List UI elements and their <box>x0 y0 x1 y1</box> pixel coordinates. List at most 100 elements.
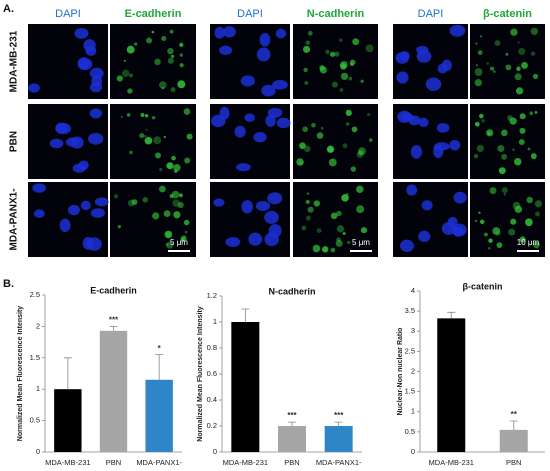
panel-label: B. <box>3 278 14 290</box>
marker-signal <box>172 199 180 207</box>
marker-signal <box>311 122 316 128</box>
marker-signal <box>356 205 365 214</box>
marker-signal <box>303 67 308 73</box>
marker-signal <box>163 135 167 139</box>
marker-signal <box>473 153 479 159</box>
error-bar <box>155 354 164 380</box>
marker-signal <box>534 211 540 217</box>
marker-signal <box>488 238 493 243</box>
marker-signal <box>320 127 324 130</box>
significance: *** <box>287 411 297 420</box>
marker-signal <box>302 126 309 133</box>
nucleus <box>452 223 467 237</box>
nucleus <box>70 136 84 149</box>
marker-signal <box>174 169 178 173</box>
x-tick-label: MDA-PANX1- <box>316 458 362 467</box>
nucleus <box>59 218 71 233</box>
error-bar <box>334 421 343 426</box>
marker-signal <box>330 247 336 253</box>
marker-signal <box>514 73 522 81</box>
y-tick-label: 0.5 <box>405 427 415 436</box>
marker-signal <box>489 187 497 195</box>
marker-signal <box>183 108 191 115</box>
marker-signal <box>479 113 484 119</box>
marker-signal <box>120 115 124 119</box>
nucleus <box>49 138 64 149</box>
marker-signal <box>129 150 133 155</box>
bar <box>278 426 306 452</box>
nucleus <box>89 67 104 80</box>
nucleus <box>449 24 466 37</box>
marker-signal <box>127 88 133 94</box>
nucleus <box>89 108 102 119</box>
error-bar <box>241 308 250 322</box>
y-tick-label: 3 <box>411 326 415 335</box>
marker-signal <box>492 227 501 235</box>
marker-signal <box>352 38 360 46</box>
marker-signal <box>356 185 364 194</box>
x-tick-label: MDA-PANX1- <box>136 458 182 467</box>
marker-signal <box>336 225 345 233</box>
marker-signal <box>339 38 343 42</box>
marker-signal <box>329 51 336 57</box>
marker-signal <box>501 129 508 137</box>
marker-signal <box>475 42 478 45</box>
marker-signal <box>534 111 538 114</box>
scale-bar-label: 10 μm <box>517 238 540 247</box>
row-label: PBN <box>9 131 20 152</box>
marker-signal <box>498 167 506 175</box>
marker-signal <box>305 215 311 221</box>
nucleus <box>397 110 412 123</box>
scale-bar-label: 5 μm <box>170 238 188 247</box>
nucleus <box>90 208 106 218</box>
bar <box>99 330 128 452</box>
marker-signal <box>139 133 145 139</box>
bar <box>437 318 466 452</box>
marker-signal <box>516 66 521 72</box>
significance: *** <box>334 411 344 420</box>
marker-signal <box>179 193 183 198</box>
nucleus <box>214 26 226 39</box>
bar <box>145 379 173 452</box>
scale-bar-label: 5 μm <box>352 238 370 247</box>
error-bar <box>288 421 296 426</box>
marker-signal <box>518 47 526 55</box>
marker-signal <box>179 42 184 47</box>
panel-label: A. <box>3 3 14 15</box>
nucleus <box>433 142 450 151</box>
marker-signal <box>184 157 191 164</box>
marker-signal <box>144 135 147 138</box>
marker-signal <box>356 151 364 158</box>
nucleus <box>234 125 246 138</box>
marker-signal <box>325 49 330 55</box>
marker-signal <box>494 40 501 46</box>
marker-signal <box>342 143 348 149</box>
marker-signal <box>126 45 135 54</box>
marker-signal <box>305 40 311 46</box>
nucleus <box>219 45 233 56</box>
marker-signal <box>165 243 169 247</box>
y-tick-label: 0 <box>411 447 415 456</box>
marker-signal <box>126 113 131 117</box>
marker-signal <box>530 51 536 56</box>
y-axis-label: Nuclear-Non nuclear Ratio <box>397 328 404 416</box>
nucleus <box>447 216 458 227</box>
marker-signal <box>179 63 184 68</box>
stain-header-dapi: DAPI <box>418 8 444 20</box>
marker-signal <box>477 50 483 56</box>
marker-signal <box>305 199 310 205</box>
nucleus <box>395 51 410 64</box>
nucleus <box>416 49 432 63</box>
y-tick-label: 3.5 <box>405 306 415 315</box>
marker-signal <box>312 244 321 253</box>
marker-signal <box>170 87 176 93</box>
marker-signal <box>483 232 488 237</box>
nucleus <box>418 230 431 243</box>
marker-signal <box>113 194 119 199</box>
marker-signal <box>334 51 340 57</box>
marker-signal <box>474 79 482 87</box>
error-bar <box>509 420 518 430</box>
marker-signal <box>151 30 155 34</box>
marker-signal <box>345 192 349 196</box>
